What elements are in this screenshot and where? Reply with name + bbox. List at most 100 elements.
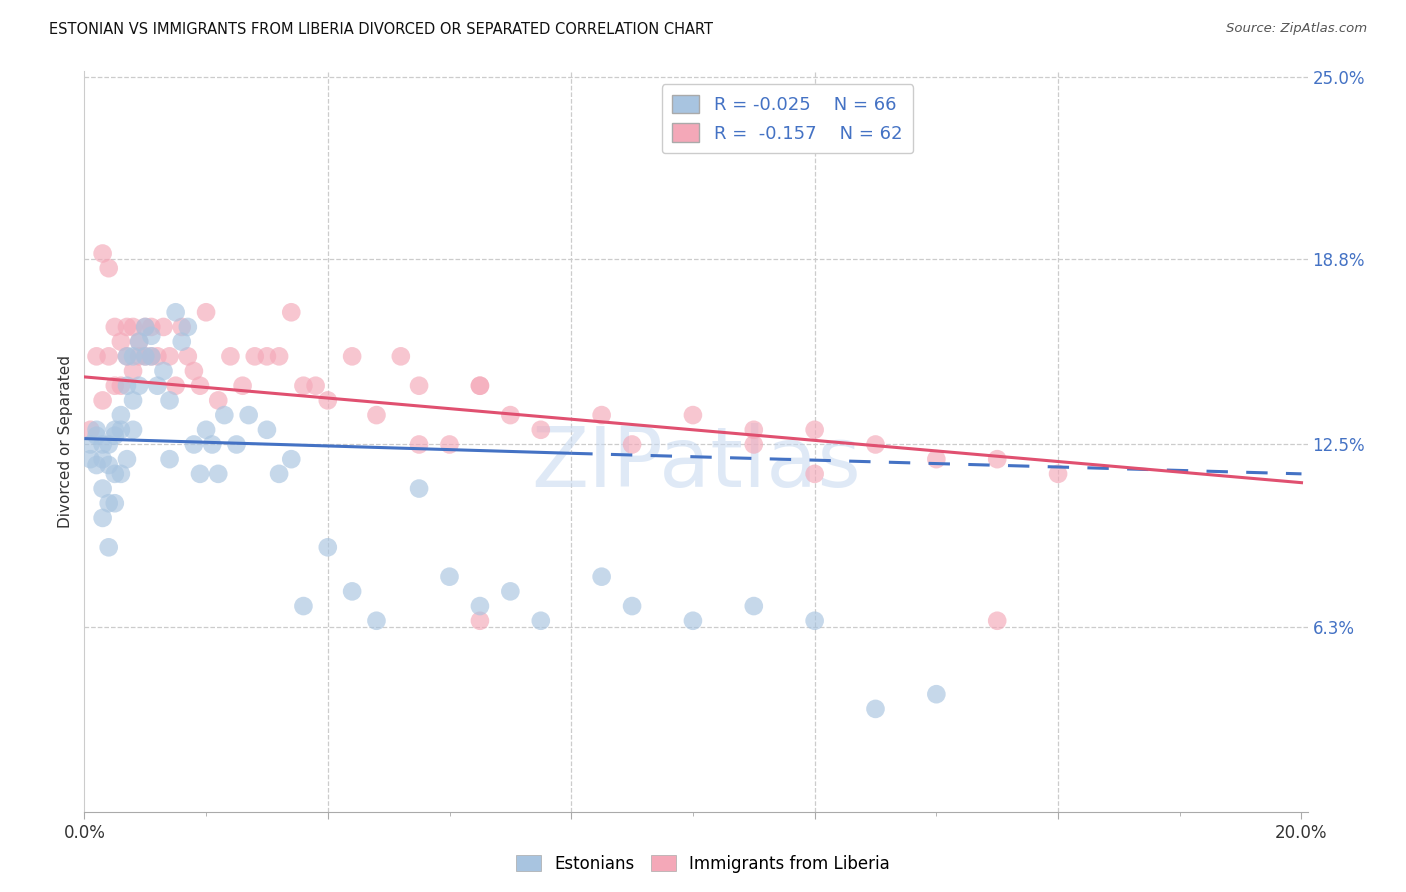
- Point: [146, 349, 169, 363]
- Point: [110, 334, 132, 349]
- Point: [177, 349, 200, 363]
- Point: [468, 614, 491, 628]
- Point: [621, 437, 644, 451]
- Point: [115, 378, 138, 392]
- Point: [621, 599, 644, 613]
- Point: [79, 452, 101, 467]
- Point: [159, 393, 181, 408]
- Point: [122, 349, 145, 363]
- Point: [104, 467, 127, 481]
- Point: [207, 467, 229, 481]
- Point: [269, 349, 291, 363]
- Point: [128, 378, 150, 392]
- Text: Source: ZipAtlas.com: Source: ZipAtlas.com: [1226, 22, 1367, 36]
- Point: [134, 349, 156, 363]
- Point: [408, 437, 430, 451]
- Point: [238, 408, 260, 422]
- Point: [682, 408, 704, 422]
- Legend: R = -0.025    N = 66, R =  -0.157    N = 62: R = -0.025 N = 66, R = -0.157 N = 62: [662, 84, 914, 153]
- Point: [152, 364, 174, 378]
- Point: [97, 496, 120, 510]
- Point: [159, 452, 181, 467]
- Point: [97, 458, 120, 472]
- Point: [91, 246, 114, 260]
- Point: [986, 452, 1008, 467]
- Point: [97, 349, 120, 363]
- Point: [803, 467, 825, 481]
- Point: [742, 599, 765, 613]
- Point: [97, 261, 120, 276]
- Point: [439, 570, 461, 584]
- Point: [195, 423, 218, 437]
- Point: [742, 437, 765, 451]
- Point: [214, 408, 236, 422]
- Point: [280, 452, 302, 467]
- Point: [134, 349, 156, 363]
- Text: ZIPatlas: ZIPatlas: [531, 423, 860, 504]
- Point: [122, 364, 145, 378]
- Point: [91, 482, 114, 496]
- Point: [292, 599, 315, 613]
- Point: [128, 334, 150, 349]
- Point: [188, 378, 211, 392]
- Point: [86, 349, 108, 363]
- Point: [115, 349, 138, 363]
- Point: [219, 349, 242, 363]
- Point: [91, 393, 114, 408]
- Point: [256, 423, 278, 437]
- Point: [110, 423, 132, 437]
- Point: [207, 393, 229, 408]
- Point: [122, 320, 145, 334]
- Point: [115, 349, 138, 363]
- Point: [134, 320, 156, 334]
- Point: [141, 328, 163, 343]
- Point: [591, 570, 613, 584]
- Point: [925, 687, 948, 701]
- Point: [97, 541, 120, 555]
- Point: [159, 349, 181, 363]
- Point: [530, 423, 553, 437]
- Point: [340, 349, 363, 363]
- Point: [141, 320, 163, 334]
- Point: [104, 428, 127, 442]
- Point: [183, 437, 205, 451]
- Point: [232, 378, 254, 392]
- Point: [742, 423, 765, 437]
- Point: [986, 614, 1008, 628]
- Point: [104, 423, 127, 437]
- Point: [865, 702, 887, 716]
- Point: [91, 452, 114, 467]
- Point: [86, 423, 108, 437]
- Point: [340, 584, 363, 599]
- Point: [530, 614, 553, 628]
- Point: [316, 541, 339, 555]
- Point: [110, 378, 132, 392]
- Point: [128, 334, 150, 349]
- Point: [389, 349, 412, 363]
- Point: [110, 408, 132, 422]
- Point: [195, 305, 218, 319]
- Point: [865, 437, 887, 451]
- Point: [499, 584, 522, 599]
- Point: [115, 320, 138, 334]
- Point: [79, 437, 101, 451]
- Point: [128, 349, 150, 363]
- Point: [280, 305, 302, 319]
- Text: ESTONIAN VS IMMIGRANTS FROM LIBERIA DIVORCED OR SEPARATED CORRELATION CHART: ESTONIAN VS IMMIGRANTS FROM LIBERIA DIVO…: [49, 22, 713, 37]
- Point: [141, 349, 163, 363]
- Point: [269, 467, 291, 481]
- Point: [91, 437, 114, 451]
- Point: [468, 599, 491, 613]
- Point: [86, 458, 108, 472]
- Point: [86, 428, 108, 442]
- Point: [79, 423, 101, 437]
- Point: [468, 378, 491, 392]
- Y-axis label: Divorced or Separated: Divorced or Separated: [58, 355, 73, 528]
- Point: [439, 437, 461, 451]
- Point: [188, 467, 211, 481]
- Point: [104, 378, 127, 392]
- Point: [304, 378, 326, 392]
- Point: [152, 320, 174, 334]
- Point: [366, 614, 388, 628]
- Point: [803, 614, 825, 628]
